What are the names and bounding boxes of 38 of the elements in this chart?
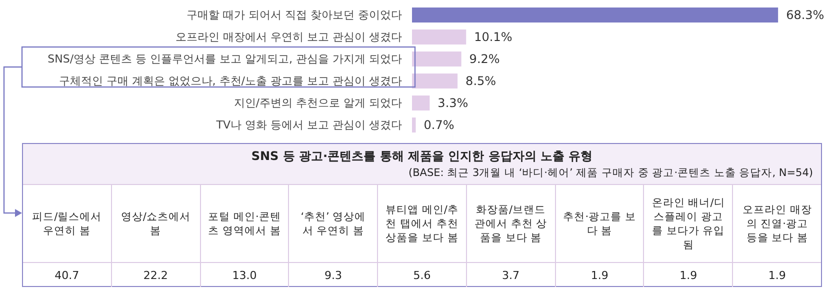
category-label: 피드/릴스에서 우연히 봄: [31, 210, 103, 238]
text: (BASE: 최근 3개월 내 ‘바디·헤어’ 제품 구매자 중 광고·콘텐츠 노출 응답자, N=54): [408, 166, 813, 180]
data-label: 13.0: [200, 263, 288, 287]
data-label: 5.6: [377, 263, 466, 287]
data-label: 3.3%: [438, 96, 468, 110]
data-label: 1.9: [732, 263, 822, 287]
data-label: 9.3: [288, 263, 378, 287]
y-tick-label: TV나 영화 등에서 보고 관심이 생겼다: [215, 118, 402, 132]
category-label: 뷰티앱 메인/추천 탭에서 추천 상품을 보다 봄: [377, 185, 466, 262]
bar: [412, 8, 778, 22]
category-label: ‘추천’ 영상에서 우연히 봄: [288, 185, 378, 262]
category-label: 포털 메인·콘텐츠 영역에서 봄: [200, 185, 288, 262]
data-label: 10.1%: [474, 30, 512, 44]
category-label: 화장품/브랜드관에서 추천 상품을 보다 봄: [466, 185, 555, 262]
category-label: 영상/쇼츠에서 봄: [110, 185, 200, 262]
bar: [412, 30, 466, 44]
category-label: 온라인 배너/디스플레이 광고를 보다가 유입됨: [643, 185, 732, 262]
data-label: 40.7: [54, 268, 80, 284]
bar: [412, 74, 458, 88]
category-label: 추천·광고를 보다 봄: [554, 185, 644, 262]
data-label: 9.2%: [469, 52, 500, 66]
y-tick-label: 구체적인 구매 계획은 없었으나, 추천/노출 광고를 보고 관심이 생겼다: [58, 74, 402, 88]
category-label: 오프라인 매장의 진열·광고 등을 보다 봄: [732, 185, 822, 262]
data-label: 0.7%: [424, 118, 454, 132]
y-tick-label: 지인/주변의 추천으로 알게 되었다: [234, 96, 402, 110]
text: SNS 등 광고·콘텐츠를 통해 제품을 인지한 응답자의 노출 유형: [250, 148, 594, 165]
data-label: 8.5%: [466, 74, 496, 88]
data-label: 1.9: [643, 263, 732, 287]
bar: [412, 118, 416, 132]
bar: [412, 52, 462, 66]
y-tick-label: SNS/영상 콘텐츠 등 인플루언서를 보고 알게되고, 관심을 가지게 되었다: [48, 52, 402, 66]
data-label: 68.3%: [786, 8, 824, 22]
data-label: 3.7: [466, 263, 555, 287]
y-tick-label: 구매할 때가 되어서 직접 찾아보던 중이었다: [186, 8, 402, 22]
data-label: 22.2: [110, 263, 200, 287]
bar: [412, 96, 430, 110]
data-label: 1.9: [554, 263, 644, 287]
y-tick-label: 오프라인 매장에서 우연히 보고 관심이 생겼다: [176, 30, 402, 44]
